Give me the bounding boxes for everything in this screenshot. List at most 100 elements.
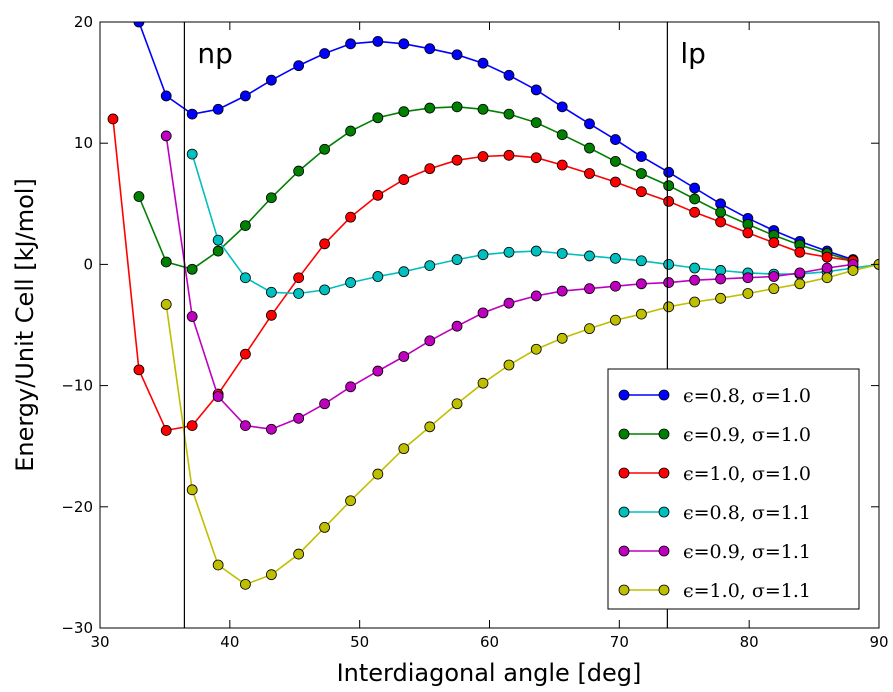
data-point — [240, 90, 251, 102]
legend-marker — [658, 584, 670, 596]
data-point — [451, 49, 463, 61]
data-point — [821, 272, 833, 284]
data-point — [160, 298, 172, 310]
data-point — [768, 237, 780, 248]
series-line — [138, 105, 854, 271]
data-point — [663, 277, 675, 288]
legend-marker — [618, 506, 630, 518]
legend-entry: ϵ=0.8, σ=1.1 — [618, 502, 811, 524]
x-tick-label: 60 — [480, 633, 499, 651]
data-point — [530, 152, 542, 164]
series-line — [165, 263, 879, 586]
data-point — [451, 398, 463, 410]
x-tick-label: 70 — [610, 633, 629, 651]
data-point — [133, 191, 145, 202]
legend-marker — [658, 467, 670, 479]
data-point — [186, 484, 198, 496]
data-point — [186, 263, 198, 275]
data-point — [160, 256, 172, 268]
legend-entry: ϵ=1.0, σ=1.1 — [618, 580, 811, 602]
legend-label: ϵ=0.8, σ=1.0 — [683, 385, 811, 407]
series-2 — [133, 101, 859, 275]
legend: ϵ=0.8, σ=1.0 ϵ=0.9, σ=1.0 ϵ=1.0, σ=1.0 ϵ=0.… — [607, 368, 860, 610]
data-point — [584, 250, 595, 262]
legend-marker — [658, 428, 670, 440]
series-line — [138, 22, 854, 261]
data-point — [345, 38, 356, 50]
y-axis-title: Energy/Unit Cell [kJ/mol] — [11, 178, 39, 472]
data-point — [372, 468, 384, 480]
data-point — [319, 238, 331, 250]
data-point — [503, 359, 515, 371]
data-point — [610, 134, 621, 145]
data-point — [715, 273, 727, 285]
data-point — [610, 176, 621, 188]
data-point — [689, 262, 701, 274]
x-tick-label: 30 — [90, 633, 109, 651]
data-point — [503, 246, 515, 258]
data-point — [742, 288, 754, 299]
data-point — [265, 286, 277, 298]
data-point — [503, 108, 515, 120]
data-point — [715, 216, 727, 228]
series-6 — [160, 259, 879, 590]
data-point — [424, 335, 436, 347]
legend-marker — [618, 428, 630, 440]
data-point — [477, 57, 489, 69]
data-point — [584, 283, 595, 295]
data-point — [584, 118, 595, 130]
data-point — [689, 193, 701, 205]
data-point — [186, 420, 198, 431]
data-point — [477, 151, 489, 162]
data-point — [584, 142, 595, 154]
data-point — [345, 277, 356, 288]
data-point — [398, 106, 410, 118]
data-point — [186, 311, 198, 322]
x-tick-label: 40 — [220, 633, 239, 651]
x-tick-label: 80 — [740, 633, 759, 651]
data-point — [345, 381, 356, 393]
data-point — [372, 35, 384, 47]
data-point — [319, 522, 331, 533]
data-point — [240, 220, 251, 232]
data-point — [372, 365, 384, 377]
data-point — [636, 168, 647, 179]
data-point — [293, 60, 305, 72]
data-point — [636, 308, 647, 320]
data-point — [689, 182, 701, 194]
legend-entry: ϵ=0.9, σ=1.0 — [618, 424, 811, 446]
legend-entry: ϵ=0.8, σ=1.0 — [618, 385, 811, 407]
data-point — [689, 296, 701, 308]
data-point — [451, 154, 463, 166]
data-point — [398, 443, 410, 455]
legend-entry: ϵ=1.0, σ=1.0 — [618, 463, 811, 485]
data-point — [293, 272, 305, 284]
data-point — [556, 285, 568, 297]
y-tick-label: −20 — [61, 498, 93, 516]
data-point — [319, 284, 331, 296]
data-point — [636, 186, 647, 198]
data-point — [556, 101, 568, 113]
data-point — [345, 495, 356, 507]
data-point — [372, 271, 384, 282]
data-point — [556, 159, 568, 171]
data-point — [424, 260, 436, 272]
legend-marker — [618, 584, 630, 596]
annotation-lp: lp — [680, 37, 706, 70]
data-point — [689, 274, 701, 286]
data-point — [372, 189, 384, 201]
data-point — [663, 180, 675, 192]
annotations: np lp — [197, 37, 706, 70]
data-point — [240, 420, 251, 431]
data-point — [212, 559, 224, 571]
data-point — [265, 192, 277, 204]
data-point — [240, 348, 251, 360]
data-point — [212, 245, 224, 257]
data-point — [742, 227, 754, 239]
data-point — [424, 43, 436, 55]
data-point — [424, 421, 436, 433]
legend-entry: ϵ=0.9, σ=1.1 — [618, 541, 811, 563]
legend-label: ϵ=1.0, σ=1.1 — [683, 580, 811, 602]
legend-marker — [658, 389, 670, 401]
